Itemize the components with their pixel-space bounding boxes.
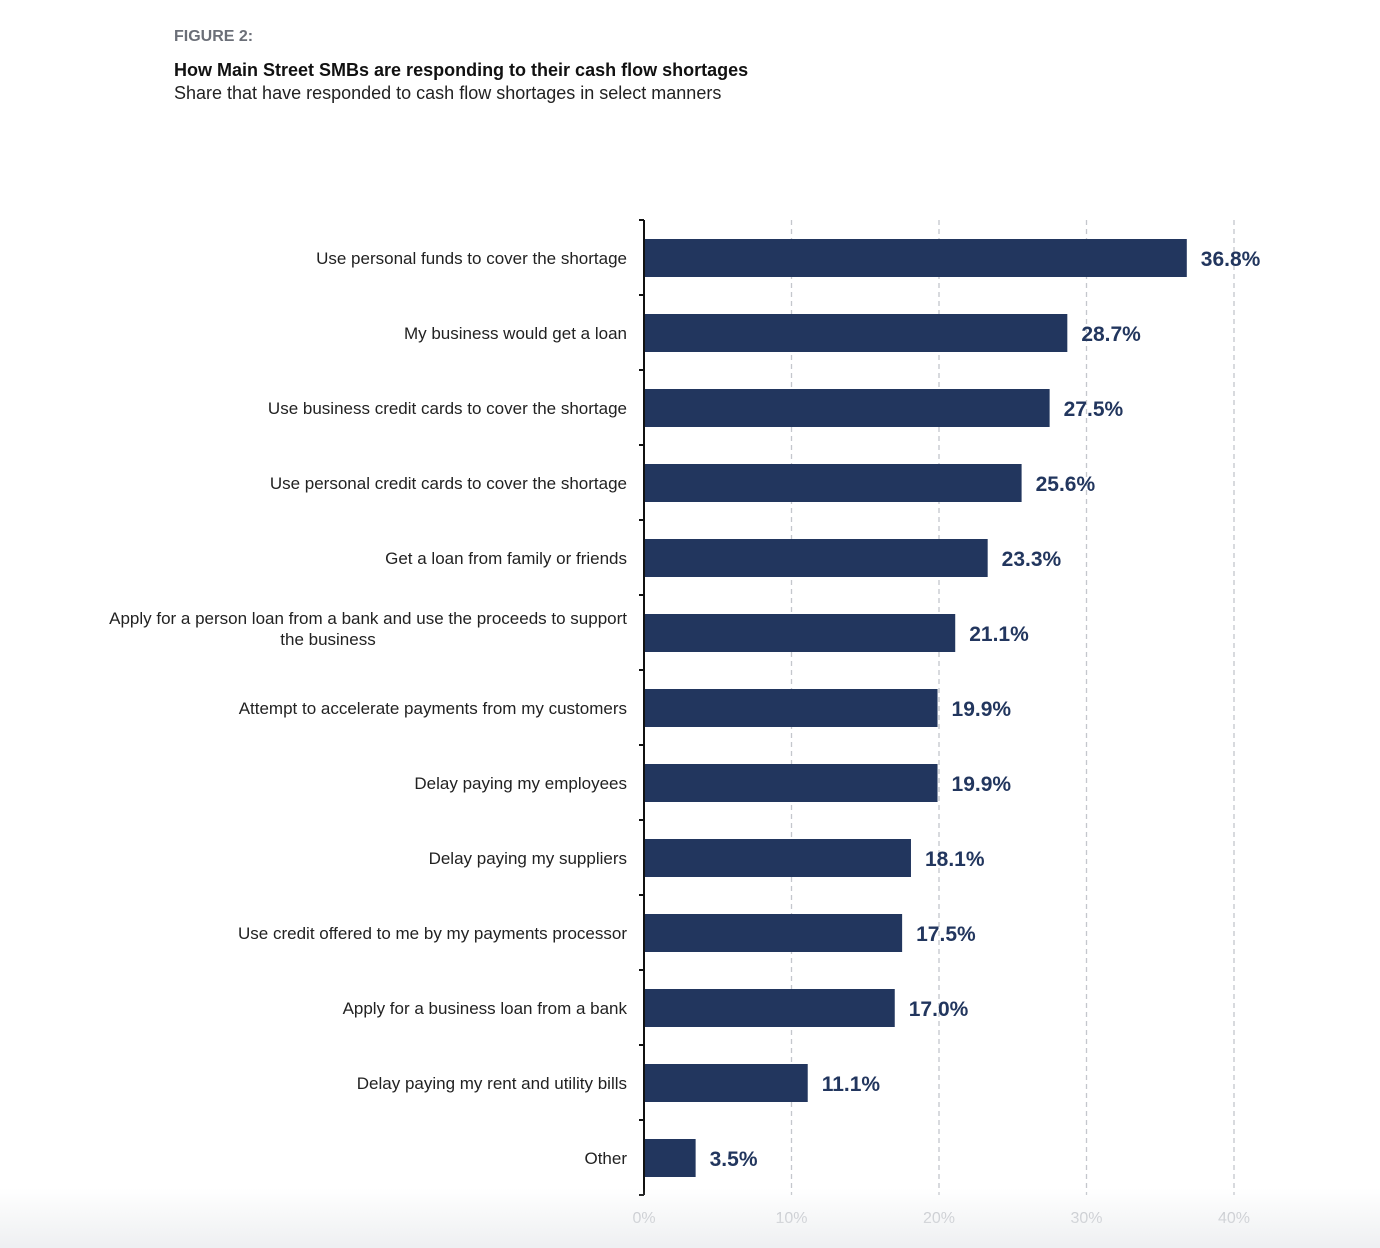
- value-label: 21.1%: [969, 623, 1029, 646]
- category-label: Delay paying my rent and utility bills: [357, 1074, 627, 1093]
- bar: [644, 914, 903, 952]
- bar: [644, 989, 895, 1027]
- category-label: Use personal credit cards to cover the s…: [270, 474, 627, 493]
- x-tick-label: 40%: [1218, 1210, 1250, 1227]
- value-label: 36.8%: [1201, 248, 1261, 271]
- chart-subtitle: Share that have responded to cash flow s…: [174, 83, 722, 103]
- value-label: 19.9%: [952, 698, 1012, 721]
- x-tick-label: 10%: [775, 1210, 807, 1227]
- value-label: 25.6%: [1036, 473, 1096, 496]
- category-label: Use credit offered to me by my payments …: [238, 924, 627, 943]
- value-label: 19.9%: [952, 773, 1012, 796]
- value-label: 18.1%: [925, 848, 985, 871]
- category-label: Apply for a business loan from a bank: [343, 999, 628, 1018]
- value-label: 17.5%: [916, 923, 976, 946]
- x-tick-label: 30%: [1070, 1210, 1102, 1227]
- x-tick-label: 0%: [632, 1210, 655, 1227]
- value-label: 28.7%: [1081, 323, 1141, 346]
- category-label: Delay paying my employees: [414, 774, 627, 793]
- bar: [644, 464, 1022, 502]
- bar: [644, 764, 938, 802]
- bar: [644, 539, 988, 577]
- value-label: 17.0%: [909, 998, 969, 1021]
- value-label: 23.3%: [1002, 548, 1062, 571]
- category-label: Use business credit cards to cover the s…: [268, 399, 627, 418]
- category-label-line: Apply for a person loan from a bank and …: [109, 609, 627, 628]
- bar: [644, 389, 1050, 427]
- category-label: Use personal funds to cover the shortage: [316, 249, 627, 268]
- value-label: 3.5%: [710, 1148, 758, 1171]
- category-label: Get a loan from family or friends: [385, 549, 627, 568]
- category-label: Apply for a person loan from a bank and …: [109, 609, 627, 649]
- figure-label: FIGURE 2:: [174, 28, 254, 45]
- bar: [644, 239, 1187, 277]
- value-label: 11.1%: [822, 1073, 881, 1096]
- category-label: Other: [584, 1149, 627, 1168]
- x-tick-label: 20%: [923, 1210, 955, 1227]
- bar: [644, 314, 1068, 352]
- category-label-line: the business: [280, 630, 375, 649]
- category-label: Attempt to accelerate payments from my c…: [239, 699, 627, 718]
- bar: [644, 689, 938, 727]
- bar: [644, 614, 956, 652]
- bar: [644, 1139, 696, 1177]
- category-label: My business would get a loan: [404, 324, 627, 343]
- chart-title: How Main Street SMBs are responding to t…: [174, 60, 749, 80]
- bar: [644, 1064, 808, 1102]
- bar: [644, 839, 911, 877]
- value-label: 27.5%: [1064, 398, 1124, 421]
- category-label: Delay paying my suppliers: [429, 849, 627, 868]
